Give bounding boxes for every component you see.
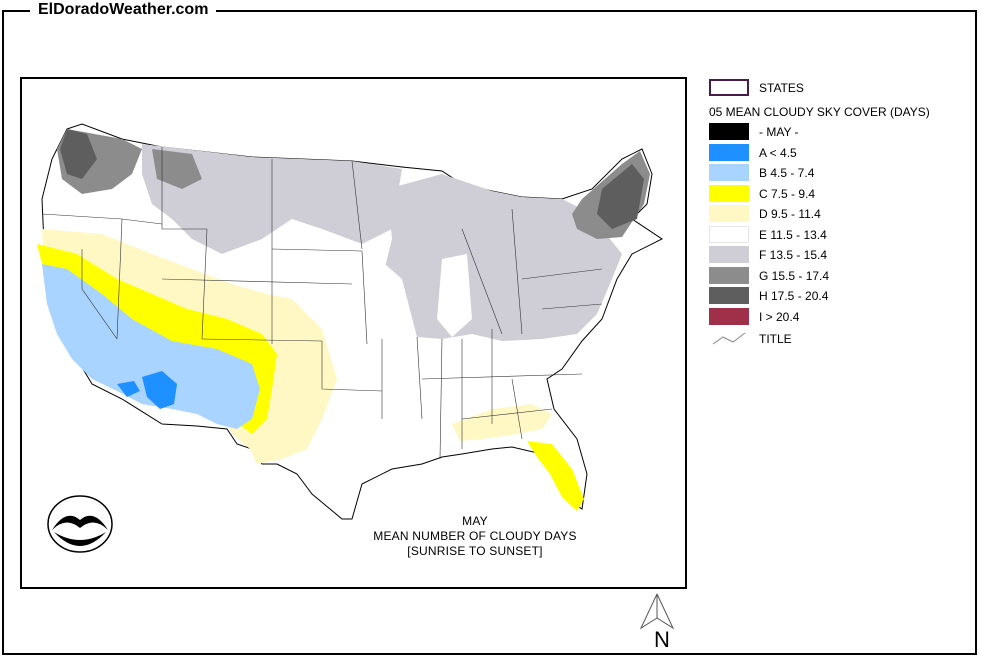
region-e-illinois [437, 254, 472, 337]
caption-title: MEAN NUMBER OF CLOUDY DAYS [373, 529, 577, 543]
legend-item-label: F 13.5 - 15.4 [759, 248, 828, 262]
noaa-logo [47, 495, 113, 553]
legend-swatch [709, 307, 749, 325]
legend-swatch [709, 246, 749, 263]
region-d-southeast [452, 404, 552, 441]
us-cloud-cover-map [37, 123, 663, 520]
legend-states-label: STATES [759, 81, 804, 95]
legend-item-label: - MAY - [759, 125, 799, 139]
north-arrow-icon [639, 593, 675, 630]
legend-item-label: B 4.5 - 7.4 [759, 166, 815, 180]
legend-item-label: D 9.5 - 11.4 [759, 207, 821, 221]
region-e-central [262, 219, 417, 339]
region-g-idaho [152, 149, 202, 189]
title-line-icon [712, 332, 746, 345]
legend-heading: 05 MEAN CLOUDY SKY COVER (DAYS) [709, 105, 930, 119]
caption-subtitle: [SUNRISE TO SUNSET] [407, 544, 543, 558]
site-title: ElDoradoWeather.com [30, 1, 217, 19]
legend-swatch [709, 143, 749, 161]
legend-swatch [709, 205, 749, 222]
region-c-florida [527, 441, 584, 511]
map-caption: MAY MEAN NUMBER OF CLOUDY DAYS [SUNRISE … [360, 514, 590, 559]
legend-item-label: I > 20.4 [759, 309, 800, 324]
legend-title-label: TITLE [759, 332, 792, 346]
legend-swatch [709, 123, 749, 140]
region-b-southwest [42, 264, 260, 429]
state-lines [41, 147, 603, 460]
region-h-maine [597, 164, 644, 229]
states-outline-swatch [709, 79, 749, 96]
map-frame [20, 77, 687, 589]
legend-swatch [709, 287, 749, 304]
legend-item-label: H 17.5 - 20.4 [759, 289, 829, 303]
legend-item-label: C 7.5 - 9.4 [759, 186, 816, 201]
legend-swatch [709, 266, 749, 284]
region-h-olympic [60, 129, 97, 179]
region-a-desert [117, 381, 140, 397]
north-label: N [654, 627, 670, 652]
legend-item-label: A < 4.5 [759, 145, 797, 160]
legend-item-label: E 11.5 - 13.4 [759, 227, 827, 242]
outer-frame [2, 10, 977, 655]
legend-swatch [709, 184, 749, 202]
legend-swatch [709, 164, 749, 181]
region-a-arizona [142, 371, 177, 409]
legend-swatch [709, 225, 749, 243]
caption-month: MAY [462, 514, 488, 528]
legend-item-label: G 15.5 - 17.4 [759, 268, 830, 283]
